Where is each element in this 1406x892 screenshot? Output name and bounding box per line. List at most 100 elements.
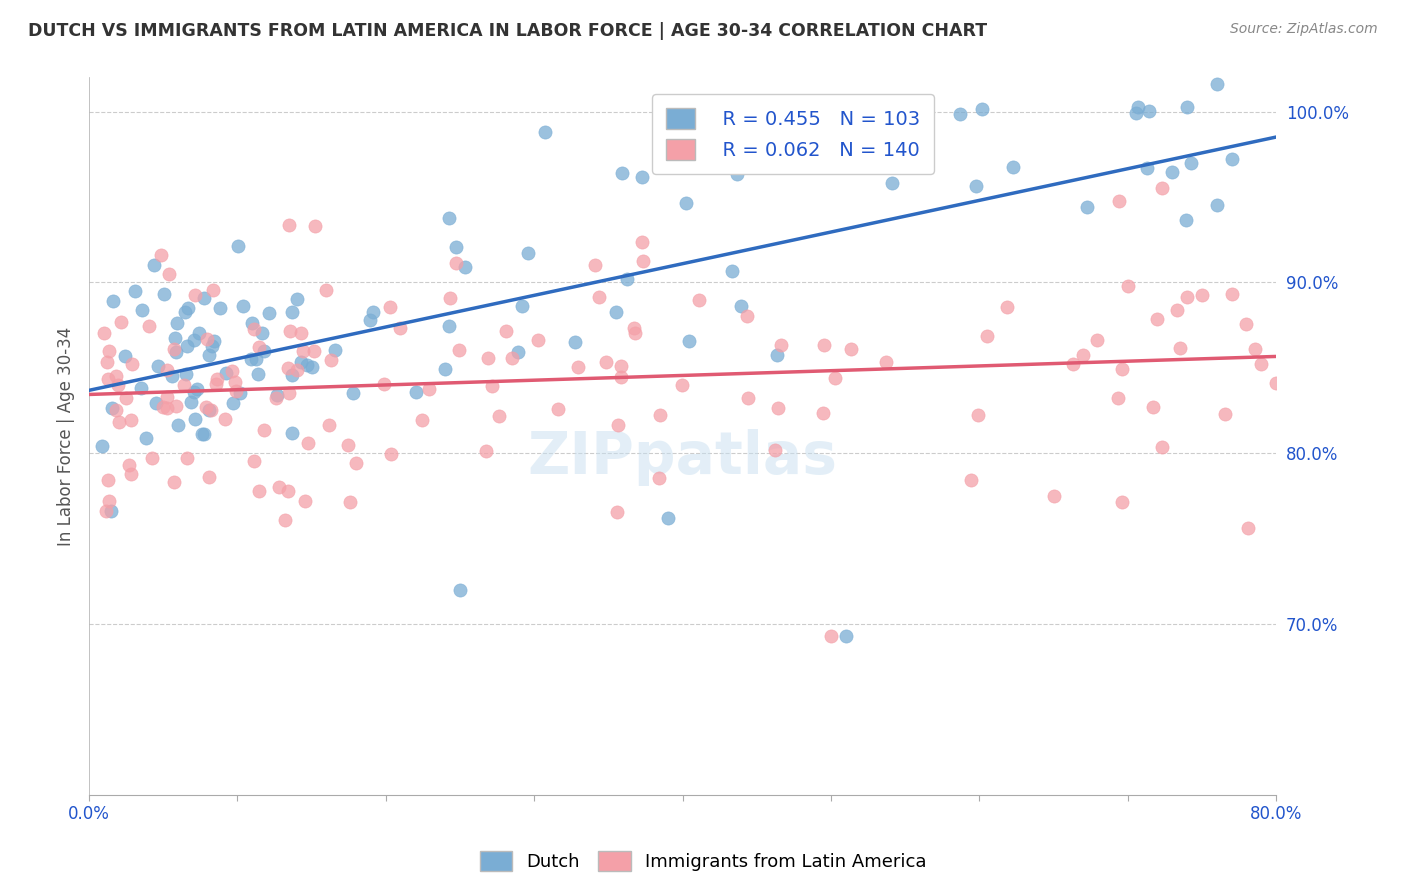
Point [769,337,792,351]
Point [972,102,994,116]
Point [278,386,301,401]
Point [225,384,247,398]
Y-axis label: In Labor Force | Age 30-34: In Labor Force | Age 30-34 [58,326,75,546]
Text: Source: ZipAtlas.com: Source: ZipAtlas.com [1230,22,1378,37]
Point [1126,100,1149,114]
Point [165,399,187,413]
Point [221,364,243,378]
Point [200,402,222,417]
Point [214,411,236,425]
Point [253,344,276,359]
Point [201,338,224,352]
Point [547,401,569,416]
Point [222,396,245,410]
Point [304,219,326,234]
Point [526,333,548,347]
Point [120,413,142,427]
Point [101,401,124,415]
Point [240,352,263,367]
Point [96,355,118,369]
Point [616,271,638,285]
Point [1265,376,1288,390]
Point [114,391,136,405]
Point [107,377,129,392]
Point [281,305,304,319]
Point [737,391,759,405]
Point [453,260,475,274]
Point [135,431,157,445]
Point [281,368,304,382]
Point [763,442,786,457]
Point [1152,441,1174,455]
Point [292,344,315,359]
Point [259,305,281,319]
Point [94,504,117,518]
Point [336,438,359,452]
Point [516,246,538,260]
Point [344,456,367,470]
Point [588,290,610,304]
Point [266,388,288,402]
Point [264,391,287,405]
Point [253,423,276,437]
Point [765,348,787,362]
Point [207,372,229,386]
Text: ZIPpatlas: ZIPpatlas [527,429,838,486]
Point [193,291,215,305]
Point [167,417,190,432]
Point [163,475,186,490]
Point [1087,334,1109,348]
Point [1111,362,1133,376]
Point [114,349,136,363]
Point [90,440,112,454]
Point [1180,156,1202,170]
Point [246,368,269,382]
Point [449,343,471,357]
Point [373,376,395,391]
Legend:   R = 0.455   N = 103,   R = 0.062   N = 140: R = 0.455 N = 103, R = 0.062 N = 140 [652,95,934,174]
Point [835,629,858,643]
Point [143,258,166,272]
Point [647,470,669,484]
Point [188,326,211,341]
Point [250,326,273,341]
Point [735,309,758,323]
Point [290,326,312,340]
Point [98,344,121,359]
Point [1237,521,1260,535]
Point [1244,342,1267,356]
Point [501,351,523,365]
Point [93,326,115,340]
Point [277,360,299,375]
Point [152,401,174,415]
Point [323,343,346,357]
Point [610,166,633,180]
Point [1161,165,1184,179]
Point [1142,400,1164,414]
Point [1107,392,1129,406]
Point [97,372,120,386]
Point [1150,180,1173,194]
Point [1125,106,1147,120]
Point [202,284,225,298]
Point [481,378,503,392]
Point [229,385,252,400]
Point [1175,290,1198,304]
Point [110,315,132,329]
Point [437,318,460,333]
Point [405,385,427,400]
Point [226,239,249,253]
Point [1146,312,1168,326]
Point [839,342,862,356]
Point [811,406,834,420]
Point [671,378,693,392]
Point [204,334,226,348]
Point [766,401,789,415]
Point [1205,77,1227,91]
Point [156,390,179,404]
Point [184,411,207,425]
Point [678,334,700,348]
Point [290,354,312,368]
Point [882,176,904,190]
Point [1220,153,1243,167]
